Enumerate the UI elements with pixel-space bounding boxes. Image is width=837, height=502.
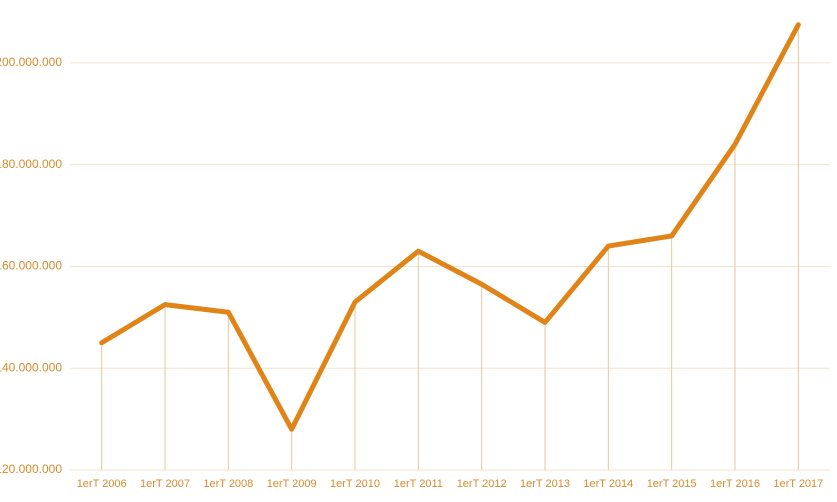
x-tick-label: 1erT 2010 <box>330 478 380 490</box>
y-tick-label: 140.000.000 <box>0 360 62 374</box>
line-chart: 120.000.000 140.000.000 160.000.000 180.000… <box>0 0 837 502</box>
y-tick-label: 120.000.000 <box>0 462 62 476</box>
x-tick-label: 1erT 2007 <box>140 478 190 490</box>
x-tick-label: 1erT 2009 <box>267 478 317 490</box>
x-tick-label: 1erT 2008 <box>203 478 253 490</box>
x-tick-label: 1erT 2006 <box>77 478 127 490</box>
x-tick-label: 1erT 2017 <box>773 478 823 490</box>
x-tick-label: 1erT 2011 <box>394 478 443 490</box>
chart-canvas: 120.000.000 140.000.000 160.000.000 180.000… <box>0 0 837 502</box>
x-tick-label: 1erT 2012 <box>457 478 507 490</box>
x-tick-label: 1erT 2013 <box>520 478 570 490</box>
y-tick-label: 200.000.000 <box>0 55 62 69</box>
y-tick-label: 180.000.000 <box>0 157 62 171</box>
x-tick-label: 1erT 2015 <box>647 478 697 490</box>
x-tick-label: 1erT 2014 <box>583 478 633 490</box>
x-tick-label: 1erT 2016 <box>710 478 760 490</box>
y-tick-label: 160.000.000 <box>0 259 62 273</box>
